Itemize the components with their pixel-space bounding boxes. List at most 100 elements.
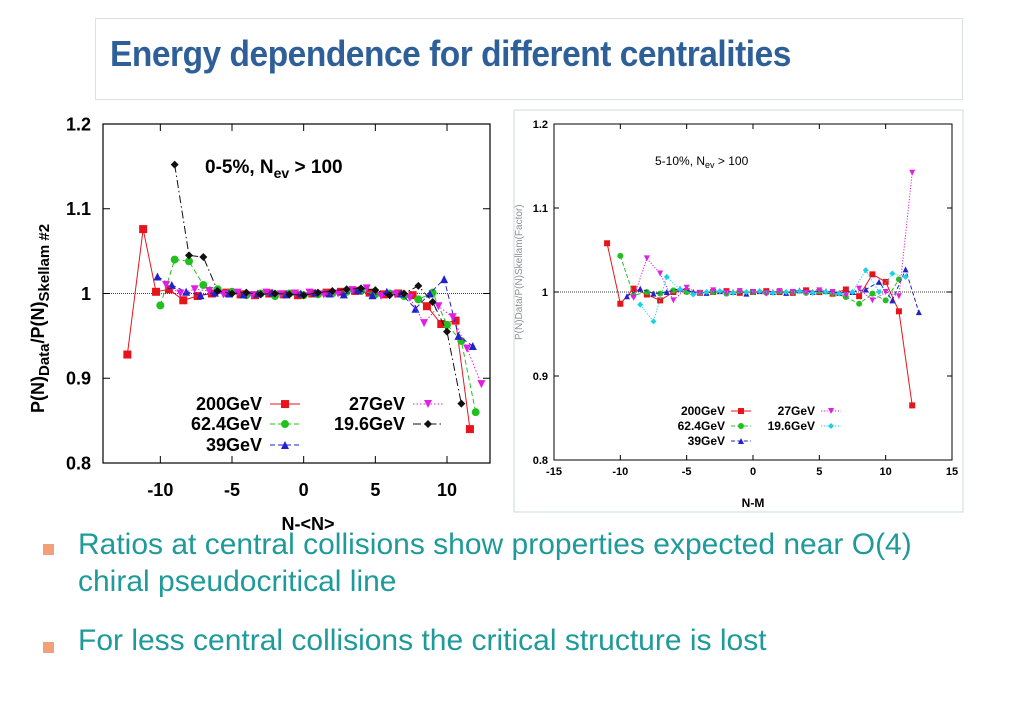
right-data-point <box>670 297 677 304</box>
right-data-point <box>856 300 863 307</box>
bullet-text-2: For less central collisions the critical… <box>78 624 767 657</box>
right-xtick-label: 10 <box>880 466 892 478</box>
right-data-point <box>677 286 684 293</box>
left-data-point <box>152 287 161 296</box>
left-data-point <box>348 286 357 295</box>
left-data-point <box>357 284 365 293</box>
left-ytick-label: 0.8 <box>66 453 91 473</box>
right-data-point <box>623 293 630 300</box>
right-ytick-label: 0.9 <box>533 371 548 383</box>
bullet-square-icon <box>43 642 54 653</box>
right-data-point <box>630 294 637 301</box>
right-legend-label: 27GeV <box>778 404 815 418</box>
right-legend-marker <box>828 423 834 430</box>
left-ytick-label: 1.1 <box>66 199 91 219</box>
right-data-point <box>822 289 829 295</box>
right-data-point <box>763 290 770 297</box>
left-data-point <box>334 289 343 298</box>
left-data-point <box>336 287 345 296</box>
right-data-point <box>829 289 836 295</box>
left-data-point <box>262 288 271 297</box>
bullet-square-icon <box>43 544 54 555</box>
left-data-point <box>179 296 188 305</box>
left-data-point <box>400 289 408 298</box>
right-data-point <box>902 273 909 280</box>
left-data-point <box>228 289 236 298</box>
left-legend-label: 19.6GeV <box>334 414 405 434</box>
right-data-point <box>663 289 670 295</box>
page-title: Energy dependence for different centrali… <box>110 33 791 74</box>
right-data-point <box>730 289 737 296</box>
left-data-point <box>322 288 331 297</box>
left-data-point <box>170 160 179 169</box>
left-data-point <box>299 291 308 300</box>
left-data-point <box>325 289 334 298</box>
right-data-point <box>789 289 796 295</box>
left-data-point <box>314 288 322 297</box>
right-data-point <box>869 297 876 304</box>
right-data-point <box>902 266 909 273</box>
left-data-point <box>394 289 403 298</box>
left-data-point <box>210 288 219 297</box>
right-data-point <box>703 289 710 295</box>
right-xtick-label: -10 <box>612 466 628 478</box>
right-data-point <box>637 301 644 308</box>
right-data-point <box>796 288 803 295</box>
right-data-point <box>809 289 816 296</box>
right-data-point <box>756 288 763 295</box>
left-data-point <box>354 286 363 295</box>
left-data-point <box>428 297 437 306</box>
left-data-point <box>153 272 162 281</box>
right-data-point <box>690 291 697 298</box>
left-data-point <box>377 292 386 301</box>
left-data-point <box>242 288 251 297</box>
left-data-point <box>170 255 179 264</box>
left-data-point <box>443 320 451 329</box>
left-data-point <box>196 291 205 300</box>
left-data-point <box>205 286 214 295</box>
right-legend-marker <box>828 408 834 415</box>
left-series-1 <box>156 255 480 417</box>
left-x-axis-label: N-<N> <box>281 514 334 534</box>
right-data-point <box>862 286 869 293</box>
right-data-point <box>895 293 902 300</box>
left-data-point <box>176 289 185 298</box>
left-data-point <box>463 344 472 353</box>
left-data-point <box>156 301 165 310</box>
right-data-point <box>882 297 889 304</box>
left-series-line <box>159 259 477 413</box>
right-data-point <box>836 290 843 297</box>
title-box: Energy dependence for different centrali… <box>95 18 963 100</box>
right-data-point <box>882 289 889 295</box>
right-legend-marker <box>738 423 744 430</box>
right-data-point <box>842 286 849 293</box>
left-xtick-label: 5 <box>370 480 380 500</box>
left-xtick-label: 0 <box>299 480 309 500</box>
left-legend-marker <box>424 420 432 429</box>
right-data-point <box>716 288 723 295</box>
right-data-point <box>909 169 916 176</box>
right-data-point <box>882 278 889 285</box>
left-data-point <box>139 225 148 234</box>
left-data-point <box>162 281 171 290</box>
left-data-point <box>465 425 474 434</box>
right-data-point <box>869 290 876 297</box>
right-data-point <box>743 289 750 295</box>
left-data-point <box>265 289 274 298</box>
right-data-point <box>862 267 869 274</box>
right-figure-frame <box>513 109 964 513</box>
left-legend-marker <box>424 400 432 409</box>
right-data-point <box>889 297 896 304</box>
left-data-point <box>291 289 300 298</box>
right-ytick-label: 1 <box>542 287 548 299</box>
left-data-point <box>448 313 457 322</box>
right-series-3 <box>630 169 916 304</box>
right-data-point <box>637 285 644 292</box>
left-data-point <box>319 290 328 299</box>
left-data-point <box>405 293 414 302</box>
left-series-3 <box>162 281 486 389</box>
left-series-4 <box>170 160 466 408</box>
left-data-point <box>305 288 314 297</box>
right-data-point <box>710 287 717 294</box>
